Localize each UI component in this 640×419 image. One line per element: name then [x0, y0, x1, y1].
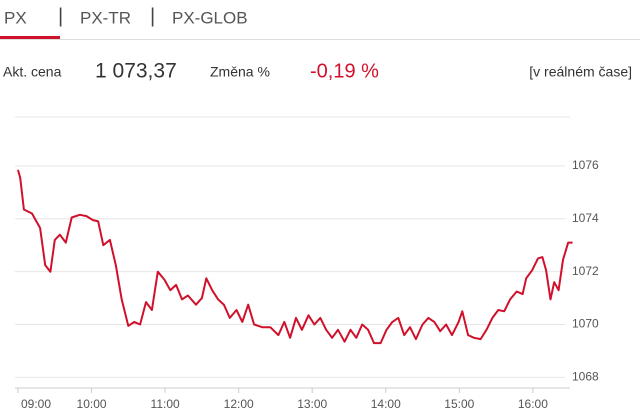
price-label: Akt. cena	[3, 64, 62, 80]
price-line	[17, 169, 573, 345]
x-tick-label: 09:00	[21, 397, 51, 411]
mode: [v reálném čase]	[529, 64, 632, 80]
x-tick-label: 10:00	[77, 397, 107, 411]
separator: |	[150, 5, 155, 27]
x-tick-label: 13:00	[297, 397, 327, 411]
x-tick-label: 15:00	[444, 397, 474, 411]
x-tick-label: 14:00	[371, 397, 401, 411]
y-tick-label: 1076	[572, 158, 599, 172]
tab[interactable]: PX-GLOB	[172, 8, 248, 27]
tab[interactable]: PX	[4, 8, 27, 27]
tab-border	[0, 39, 640, 40]
tab[interactable]: PX-TR	[80, 8, 131, 27]
y-tick-label: 1068	[572, 370, 599, 384]
tab-underline	[0, 36, 60, 39]
change: -0,19 %	[310, 60, 379, 82]
x-tick-label: 12:00	[224, 397, 254, 411]
change-label: Změna %	[210, 64, 270, 80]
x-tick-label: 16:00	[518, 397, 548, 411]
price: 1 073,37	[95, 60, 177, 83]
x-tick-label: 11:00	[151, 397, 180, 411]
y-tick-label: 1070	[572, 317, 599, 331]
y-tick-label: 1074	[572, 211, 599, 225]
y-tick-label: 1072	[572, 264, 599, 278]
separator: |	[58, 5, 63, 27]
